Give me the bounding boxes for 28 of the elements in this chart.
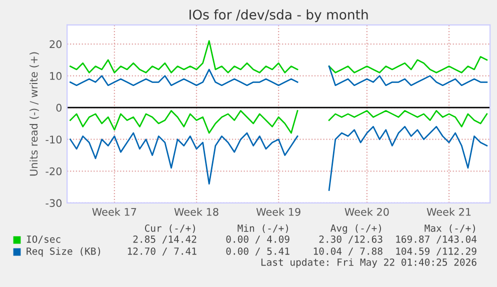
text: Cur (-/+): [144, 224, 195, 233]
y-tick-label: 10: [50, 72, 62, 80]
chart-title: IOs for /dev/sda - by month: [190, 9, 368, 22]
legend-label: Req Size (KB): [26, 247, 100, 257]
text: 104.59 /112.29: [396, 247, 476, 256]
x-tick-label: Week 18: [174, 208, 218, 216]
y-tick-label: 0: [56, 104, 62, 112]
x-tick-label: Week 21: [426, 208, 471, 216]
text: 2.85 /14.42: [133, 235, 196, 244]
text: Avg (-/+): [330, 224, 381, 234]
text: Min (-/+): [238, 224, 288, 233]
y-tick-label: -30: [46, 199, 62, 208]
text: 0.00 / 4.09: [226, 235, 290, 244]
text: 0.00 / 5.41: [226, 247, 290, 256]
text: 10.04 / 7.88: [314, 247, 382, 256]
text: 2.30 /12.63: [319, 235, 382, 244]
y-tick-label: 20: [50, 40, 62, 48]
text: Max (-/+): [424, 224, 475, 233]
text: 12.70 / 7.41: [128, 247, 196, 256]
x-tick-label: Week 19: [256, 208, 300, 216]
x-tick-label: Week 17: [92, 208, 136, 216]
y-tick-label: -20: [46, 167, 62, 176]
y-tick-label: -10: [46, 136, 62, 144]
text: 169.87 /143.04: [396, 235, 477, 244]
text: Last update: Fri May 22 01:40:25 2026: [261, 258, 476, 268]
x-tick-label: Week 20: [344, 208, 389, 216]
legend-label: IO/sec: [26, 235, 60, 244]
y-axis-title: Units read (-) / write (+): [30, 52, 39, 176]
